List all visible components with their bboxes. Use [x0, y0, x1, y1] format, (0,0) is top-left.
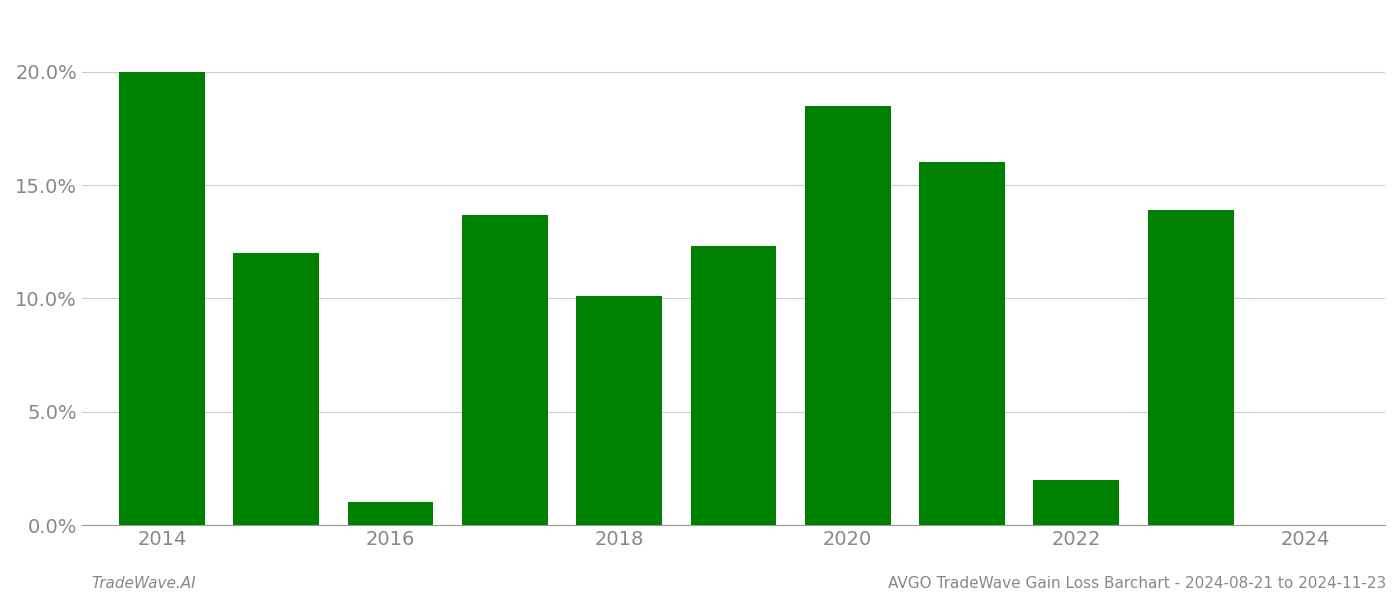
- Bar: [347, 502, 434, 525]
- Bar: [234, 253, 319, 525]
- Text: AVGO TradeWave Gain Loss Barchart - 2024-08-21 to 2024-11-23: AVGO TradeWave Gain Loss Barchart - 2024…: [888, 576, 1386, 591]
- Bar: [119, 71, 204, 525]
- Bar: [805, 106, 890, 525]
- Bar: [1033, 480, 1119, 525]
- Text: TradeWave.AI: TradeWave.AI: [91, 576, 196, 591]
- Bar: [920, 163, 1005, 525]
- Bar: [577, 296, 662, 525]
- Bar: [690, 246, 776, 525]
- Bar: [462, 215, 547, 525]
- Bar: [1148, 210, 1233, 525]
